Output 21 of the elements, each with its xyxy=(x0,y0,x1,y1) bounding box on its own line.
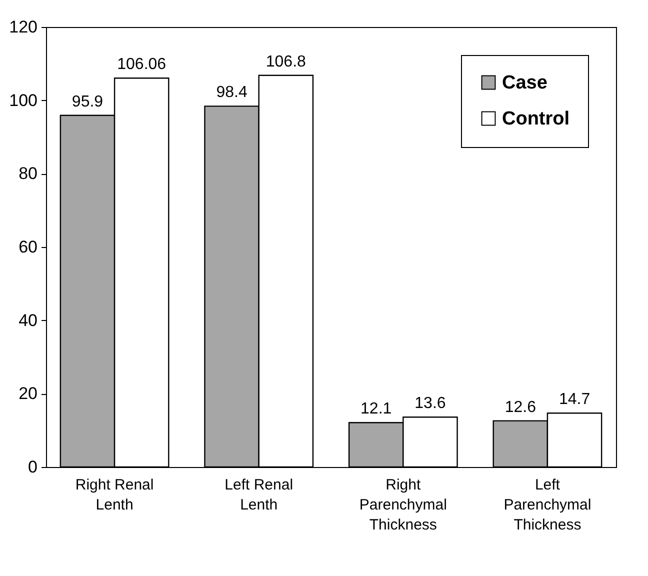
data-label: 12.1 xyxy=(360,400,392,418)
data-label: 13.6 xyxy=(414,395,446,412)
y-tick-label: 20 xyxy=(18,384,38,404)
y-tick-label: 80 xyxy=(18,164,38,184)
x-tick-label: Right Renal Lenth xyxy=(75,476,154,514)
data-label: 106.8 xyxy=(266,53,306,70)
y-tick-label: 100 xyxy=(9,90,38,110)
y-tick-label: 120 xyxy=(9,18,38,36)
x-tick-label: Left Renal Lenth xyxy=(224,476,294,514)
data-label: 106.06 xyxy=(117,56,166,74)
x-tick-label: Left Parenchymal Thickness xyxy=(504,476,592,534)
data-label: 98.4 xyxy=(216,84,248,102)
data-label: 14.7 xyxy=(558,391,590,408)
legend-label: Control xyxy=(502,108,570,130)
data-label: 12.6 xyxy=(504,398,536,416)
y-tick-label: 60 xyxy=(18,238,38,256)
y-tick-label: 40 xyxy=(18,310,38,330)
x-tick-label: Right Parenchymal Thickness xyxy=(359,476,447,534)
legend-label: Case xyxy=(502,72,548,94)
y-tick-label: 0 xyxy=(28,458,38,476)
data-label: 95.9 xyxy=(72,93,104,110)
